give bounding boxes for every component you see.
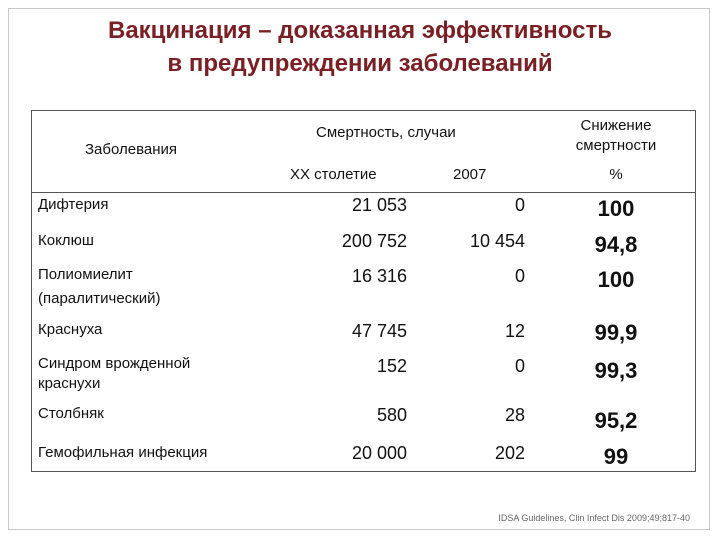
title-line-1: Вакцинация – доказанная эффективность (107, 17, 612, 44)
table-row-2007: 10 454 (469, 231, 525, 251)
table-row-2007: 12 (504, 321, 525, 341)
title-line-2: в предупреждении заболеваний (167, 50, 553, 77)
table-row-disease: Столбняк (38, 405, 104, 422)
table-row-century: 47 745 (351, 321, 407, 341)
table-row-disease: Коклюш (38, 232, 94, 249)
header-diseases: Заболевания (85, 141, 178, 158)
table-row-disease-line1: Синдром врожденной (38, 355, 191, 372)
table-row-century: 16 316 (351, 266, 407, 286)
table-row-2007: 28 (504, 405, 525, 425)
header-century: XX столетие (290, 166, 377, 183)
header-2007: 2007 (453, 166, 487, 183)
table-row-reduction: 100 (597, 267, 635, 292)
table-row-disease: Полиомиелит (паралитический) (38, 263, 161, 311)
table-row-disease-line1: Полиомиелит (38, 266, 133, 283)
slide-title: Вакцинация – доказанная эффективность в … (40, 14, 680, 80)
table-row-reduction: 95,2 (594, 408, 638, 433)
header-reduction-line2: смертности (575, 137, 657, 154)
table-row-disease: Дифтерия (38, 196, 109, 213)
table-row-reduction: 100 (597, 196, 635, 221)
table-row-2007: 0 (514, 356, 525, 376)
table-row-disease-line2: (паралитический) (38, 290, 161, 307)
table-row-2007: 202 (494, 443, 525, 463)
slide-frame (8, 8, 710, 530)
table-row-century: 152 (376, 356, 407, 376)
table-row-2007: 0 (514, 266, 525, 286)
table-row-reduction: 99 (603, 444, 629, 469)
header-divider (31, 192, 696, 193)
table-row-disease: Краснуха (38, 321, 103, 338)
header-reduction-line1: Снижение (580, 117, 652, 134)
table-row-disease-line2: краснухи (38, 375, 101, 392)
table-row-reduction: 99,3 (594, 358, 638, 383)
data-table (31, 110, 696, 472)
table-row-century: 580 (376, 405, 407, 425)
header-percent: % (609, 166, 623, 183)
table-row-reduction: 99,9 (594, 320, 638, 345)
table-row-disease: Синдром врожденной краснухи (38, 354, 190, 394)
table-row-century: 200 752 (341, 231, 407, 251)
header-mortality: Смертность, случаи (316, 124, 456, 141)
table-row-reduction: 94,8 (594, 232, 638, 257)
table-row-century: 20 000 (351, 443, 407, 463)
header-reduction: Снижение смертности (555, 116, 677, 156)
table-row-century: 21 053 (351, 195, 407, 215)
table-row-disease: Гемофильная инфекция (38, 444, 208, 461)
table-row-2007: 0 (514, 195, 525, 215)
source-citation: IDSA Guidelines, Clin Infect Dis 2009;49… (498, 513, 690, 523)
